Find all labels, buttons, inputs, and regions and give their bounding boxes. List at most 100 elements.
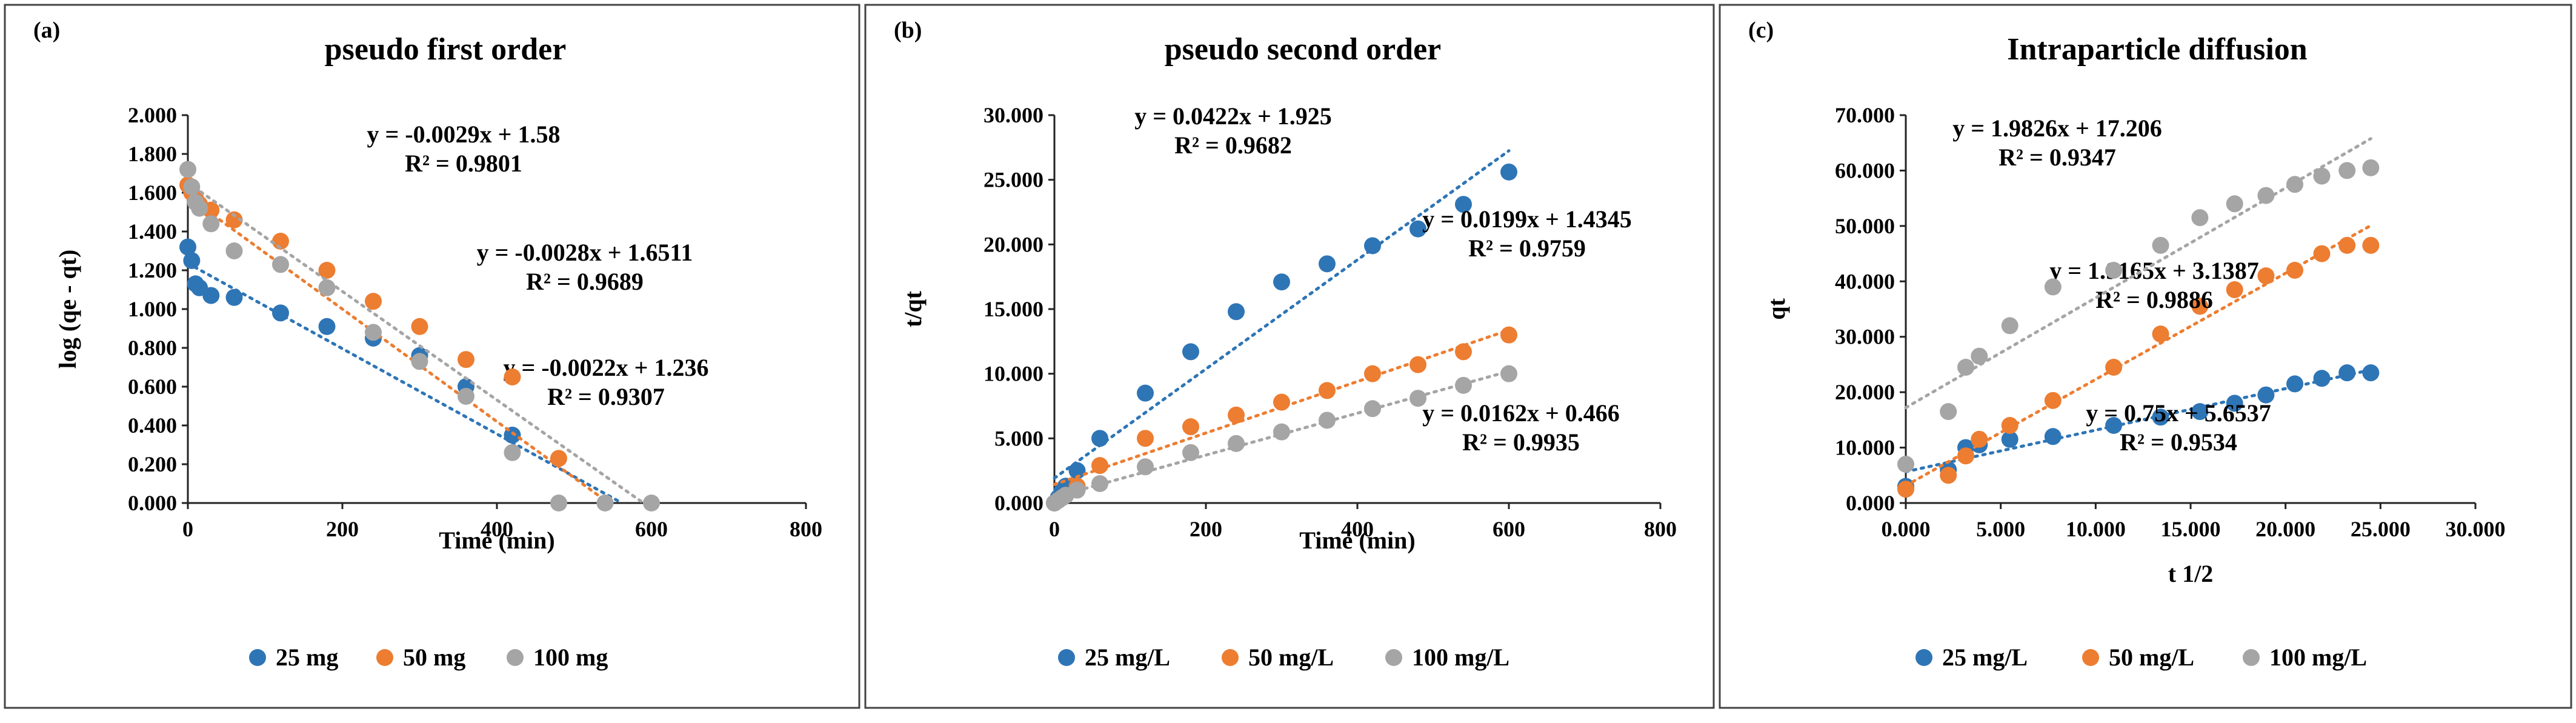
data-point: [318, 318, 336, 335]
x-tick-label: 600: [1493, 517, 1525, 541]
panel-border: [1719, 4, 2572, 709]
data-point: [2191, 403, 2209, 421]
legend-marker: [507, 649, 524, 666]
y-tick-label: 1.400: [128, 219, 177, 244]
legend-item: 50 mg: [376, 644, 465, 671]
trend-equation: y = 0.0422x + 1.925: [1134, 102, 1332, 130]
y-tick-label: 1.800: [128, 142, 177, 166]
y-tick-label: 2.000: [128, 103, 177, 127]
legend-label: 50 mg/L: [1248, 644, 1334, 671]
data-point: [1137, 384, 1154, 402]
data-point: [2286, 262, 2304, 279]
data-point: [2001, 317, 2019, 335]
data-point: [1091, 475, 1108, 492]
y-tick-label: 15.000: [983, 297, 1043, 321]
data-point: [2152, 408, 2169, 426]
y-tick-label: 30.000: [983, 103, 1043, 127]
data-point: [225, 211, 243, 228]
x-tick-label: 0: [1049, 517, 1060, 541]
data-point: [2362, 236, 2380, 254]
data-point: [2226, 281, 2243, 298]
legend-marker: [2082, 649, 2099, 666]
panel-tag: (a): [33, 18, 60, 43]
data-point: [643, 495, 660, 511]
data-point: [179, 238, 196, 256]
x-axis-title: Time (min): [439, 527, 554, 554]
y-tick-label: 10.000: [1835, 436, 1895, 460]
legend-label: 100 mg/L: [2269, 644, 2367, 671]
data-point: [1455, 376, 1472, 394]
data-point: [1971, 347, 1988, 365]
data-point: [272, 304, 289, 322]
trend-equation: y = -0.0028x + 1.6511: [477, 239, 693, 266]
panel-tag: (c): [1748, 18, 1774, 43]
trend-equation: y = 0.0162x + 0.466: [1422, 399, 1620, 427]
data-point: [183, 178, 201, 196]
data-point: [1455, 196, 1472, 213]
data-point: [1228, 406, 1245, 424]
trendline: [186, 195, 611, 505]
x-tick-label: 400: [1341, 517, 1374, 541]
y-tick-label: 25.000: [983, 168, 1043, 192]
trend-r-squared: R² = 0.9307: [547, 383, 665, 410]
data-point: [1273, 393, 1290, 411]
data-point: [1500, 326, 1517, 344]
legend-item: 50 mg/L: [2082, 644, 2194, 671]
y-tick-label: 10.000: [983, 362, 1043, 386]
data-point: [2001, 430, 2019, 448]
data-point: [2362, 364, 2380, 382]
data-point: [272, 233, 289, 250]
data-point: [1897, 481, 1914, 498]
data-point: [1971, 430, 1988, 448]
data-point: [225, 288, 243, 306]
x-tick-label: 15.000: [2161, 517, 2221, 541]
data-point: [2226, 195, 2243, 213]
data-point: [1319, 255, 1336, 273]
data-point: [2226, 395, 2243, 412]
trend-r-squared: R² = 0.9886: [2095, 286, 2213, 313]
x-axis-title: Time (min): [1299, 527, 1415, 554]
data-point: [2338, 236, 2356, 254]
data-point: [1319, 382, 1336, 399]
x-tick-label: 25.000: [2351, 517, 2411, 541]
data-point: [596, 495, 614, 511]
x-tick-label: 5.000: [1976, 517, 2025, 541]
data-point: [1957, 359, 1975, 376]
data-point: [2152, 325, 2169, 343]
trend-r-squared: R² = 0.9682: [1174, 132, 1292, 159]
y-tick-label: 60.000: [1835, 158, 1895, 182]
data-point: [1091, 457, 1108, 475]
x-tick-label: 800: [790, 517, 822, 541]
data-point: [2105, 262, 2123, 279]
y-tick-label: 40.000: [1835, 269, 1895, 293]
legend-label: 50 mg: [403, 644, 465, 671]
data-point: [1319, 411, 1336, 429]
data-point: [225, 242, 243, 259]
trend-equation: y = 1.9165x + 3.1387: [2049, 257, 2259, 284]
data-point: [2286, 176, 2304, 193]
panel-border: [4, 4, 860, 709]
data-point: [2105, 359, 2123, 376]
legend-marker: [2243, 649, 2260, 666]
legend-item: 25 mg/L: [1058, 644, 1170, 671]
y-axis-title: t/qt: [899, 290, 927, 327]
data-point: [1897, 456, 1914, 473]
data-point: [1364, 400, 1381, 418]
data-point: [202, 287, 220, 304]
data-point: [2105, 417, 2123, 434]
y-axis-title: log (qe - qt): [54, 250, 81, 369]
chart-title: Intraparticle diffusion: [2007, 32, 2308, 67]
trend-equation: y = -0.0029x + 1.58: [367, 121, 561, 148]
data-point: [1409, 390, 1426, 407]
data-point: [1409, 220, 1426, 238]
x-tick-label: 800: [1644, 517, 1677, 541]
data-point: [411, 318, 428, 335]
data-point: [2362, 159, 2380, 176]
y-tick-label: 30.000: [1835, 325, 1895, 349]
data-point: [1137, 458, 1154, 476]
y-tick-label: 0.000: [128, 491, 177, 515]
